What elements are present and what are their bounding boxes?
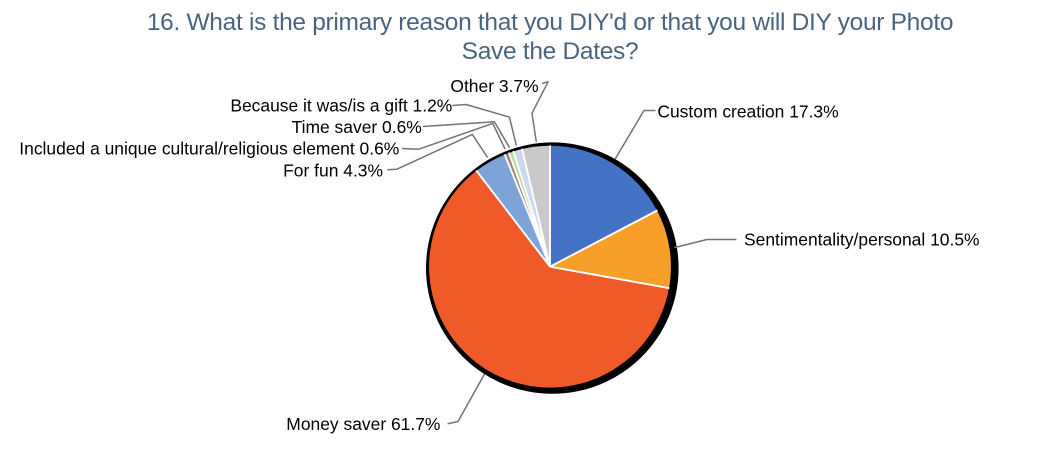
svg-text:Other 3.7%: Other 3.7%	[450, 76, 538, 96]
svg-text:Save the Dates?: Save the Dates?	[462, 38, 639, 65]
svg-text:Custom creation 17.3%: Custom creation 17.3%	[657, 101, 838, 121]
svg-text:Included a unique cultural/rel: Included a unique cultural/religious ele…	[19, 138, 399, 158]
svg-text:For fun 4.3%: For fun 4.3%	[283, 161, 383, 181]
svg-text:16. What is the primary reason: 16. What is the primary reason that you …	[147, 9, 953, 36]
svg-text:Money saver 61.7%: Money saver 61.7%	[286, 414, 440, 434]
svg-text:Sentimentality/personal 10.5%: Sentimentality/personal 10.5%	[744, 230, 980, 250]
svg-text:Because it was/is a gift 1.2%: Because it was/is a gift 1.2%	[230, 96, 452, 116]
svg-text:Time saver 0.6%: Time saver 0.6%	[292, 117, 422, 137]
